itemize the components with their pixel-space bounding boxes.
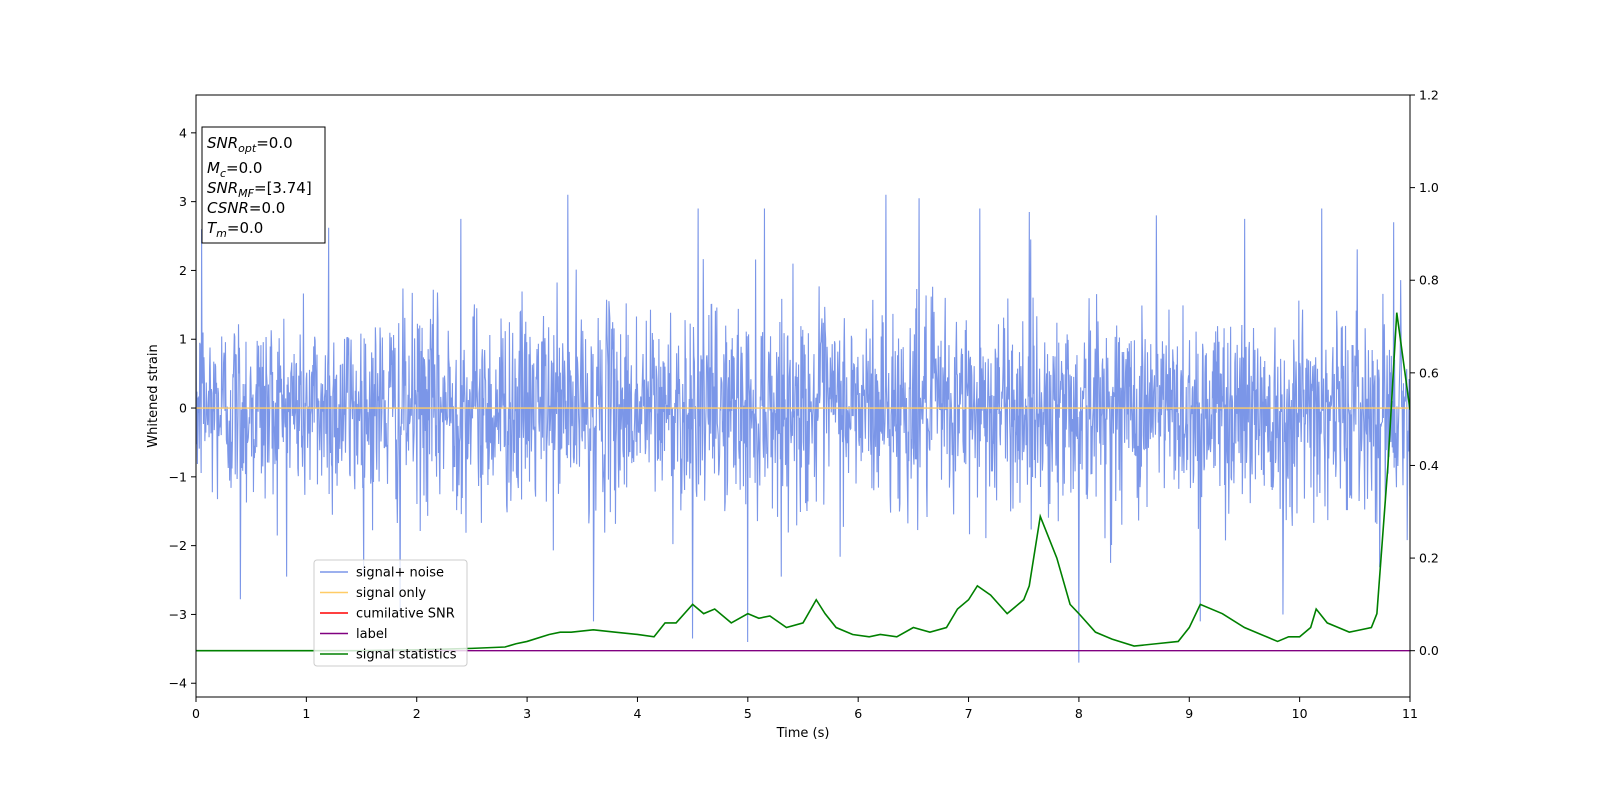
annotation-line: SNRopt=0.0 [207,134,293,155]
y-tick-label: 2 [179,263,187,278]
y2-tick-label: 0.2 [1419,551,1439,566]
x-tick-label: 10 [1292,706,1308,721]
y-axis-right: 0.0 0.2 0.4 0.6 0.8 1.0 1.2 [1410,88,1439,658]
x-tick-label: 3 [523,706,531,721]
x-tick-label: 8 [1075,706,1083,721]
y-tick-label: −1 [169,469,187,484]
x-tick-label: 7 [965,706,973,721]
x-axis: 0 1 2 3 4 5 6 7 8 9 10 11 [192,697,1418,721]
y-axis-left: −4 −3 −2 −1 0 1 2 3 4 [169,125,196,691]
annotation-line: CSNR=0.0 [207,199,285,217]
legend-label: cumilative SNR [356,607,455,622]
y-tick-label: 1 [179,332,187,347]
y2-tick-label: 0.8 [1419,273,1439,288]
y2-tick-label: 1.2 [1419,88,1439,103]
legend-frame [313,559,468,667]
legend-label: signal statistics [356,648,457,663]
y2-tick-label: 1.0 [1419,180,1439,195]
legend-label: label [356,627,387,642]
y-tick-label: 3 [179,194,187,209]
legend-label: signal only [356,586,426,601]
y-axis-label: Whitened strain [146,344,161,447]
x-tick-label: 6 [854,706,862,721]
x-axis-label: Time (s) [776,726,830,741]
x-tick-label: 2 [413,706,421,721]
y-tick-label: −2 [169,538,187,553]
y-tick-label: −4 [169,676,187,691]
y2-tick-label: 0.0 [1419,643,1439,658]
legend: signal+ noise signal only cumilative SNR la… [313,559,468,667]
annotation-line: SNRMF=[3.74] [207,179,312,200]
series-signal-noise [196,194,1410,663]
y2-tick-label: 0.4 [1419,458,1439,473]
plot-frame [195,94,1411,698]
legend-label: signal+ noise [356,566,444,581]
x-tick-label: 4 [633,706,641,721]
annotation-frame [201,126,326,244]
series-signal-statistics [196,312,1410,652]
x-tick-label: 9 [1185,706,1193,721]
x-tick-label: 0 [192,706,200,721]
y-tick-label: 4 [179,125,187,140]
x-tick-label: 11 [1402,706,1418,721]
y-tick-label: 0 [179,401,187,416]
y2-tick-label: 0.6 [1419,365,1439,380]
x-tick-label: 5 [744,706,752,721]
annotation-line: Tm=0.0 [207,219,263,240]
x-tick-label: 1 [302,706,310,721]
y-tick-label: −3 [169,607,187,622]
annotation-line: Mc=0.0 [207,159,262,180]
